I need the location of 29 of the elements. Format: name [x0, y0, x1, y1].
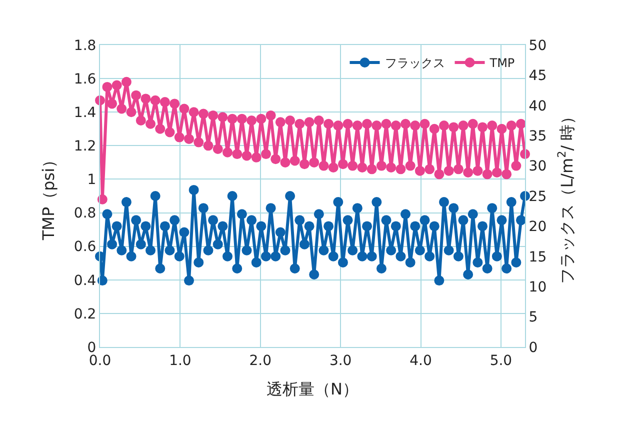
x-axis-title: 透析量（N）: [266, 380, 358, 398]
y-tick-label: 1.6: [74, 71, 96, 88]
y2-tick-label: 10: [528, 280, 547, 296]
y2-tick-label: 35: [528, 128, 547, 144]
legend-label: フラックス: [384, 56, 445, 70]
y2-tick-label: 30: [528, 158, 547, 175]
x-tick-label: 2.0: [249, 352, 272, 369]
y2-tick-label: 0: [528, 340, 538, 356]
y-tick-label: 1.8: [74, 38, 96, 54]
x-tick-label: 3.0: [329, 352, 352, 369]
y2-tick-label: 15: [528, 249, 547, 266]
y-tick-label: 0.2: [74, 306, 96, 322]
legend-label: TMP: [488, 56, 515, 70]
y-axis-title: TMP（psi）: [38, 152, 58, 242]
y2-tick-label: 25: [528, 188, 547, 205]
y-tick-label: 0.4: [74, 272, 96, 289]
y-tick-label: 1.4: [74, 105, 96, 122]
y2-tick-label: 50: [528, 38, 547, 54]
y2-tick-label: 20: [528, 219, 547, 236]
x-tick-label: 1.0: [169, 352, 192, 369]
y-tick-label: 1.2: [74, 138, 96, 155]
y-tick-label: 0.8: [74, 206, 96, 222]
x-tick-label: 5.0: [490, 352, 512, 369]
y-tick-label: 1: [87, 172, 96, 188]
y2-tick-label: 40: [528, 98, 547, 114]
x-tick-label: 4.0: [410, 352, 432, 369]
y-tick-label: 0.6: [74, 239, 96, 256]
y2-tick-label: 45: [528, 68, 547, 84]
y2-tick-label: 5: [528, 310, 538, 326]
